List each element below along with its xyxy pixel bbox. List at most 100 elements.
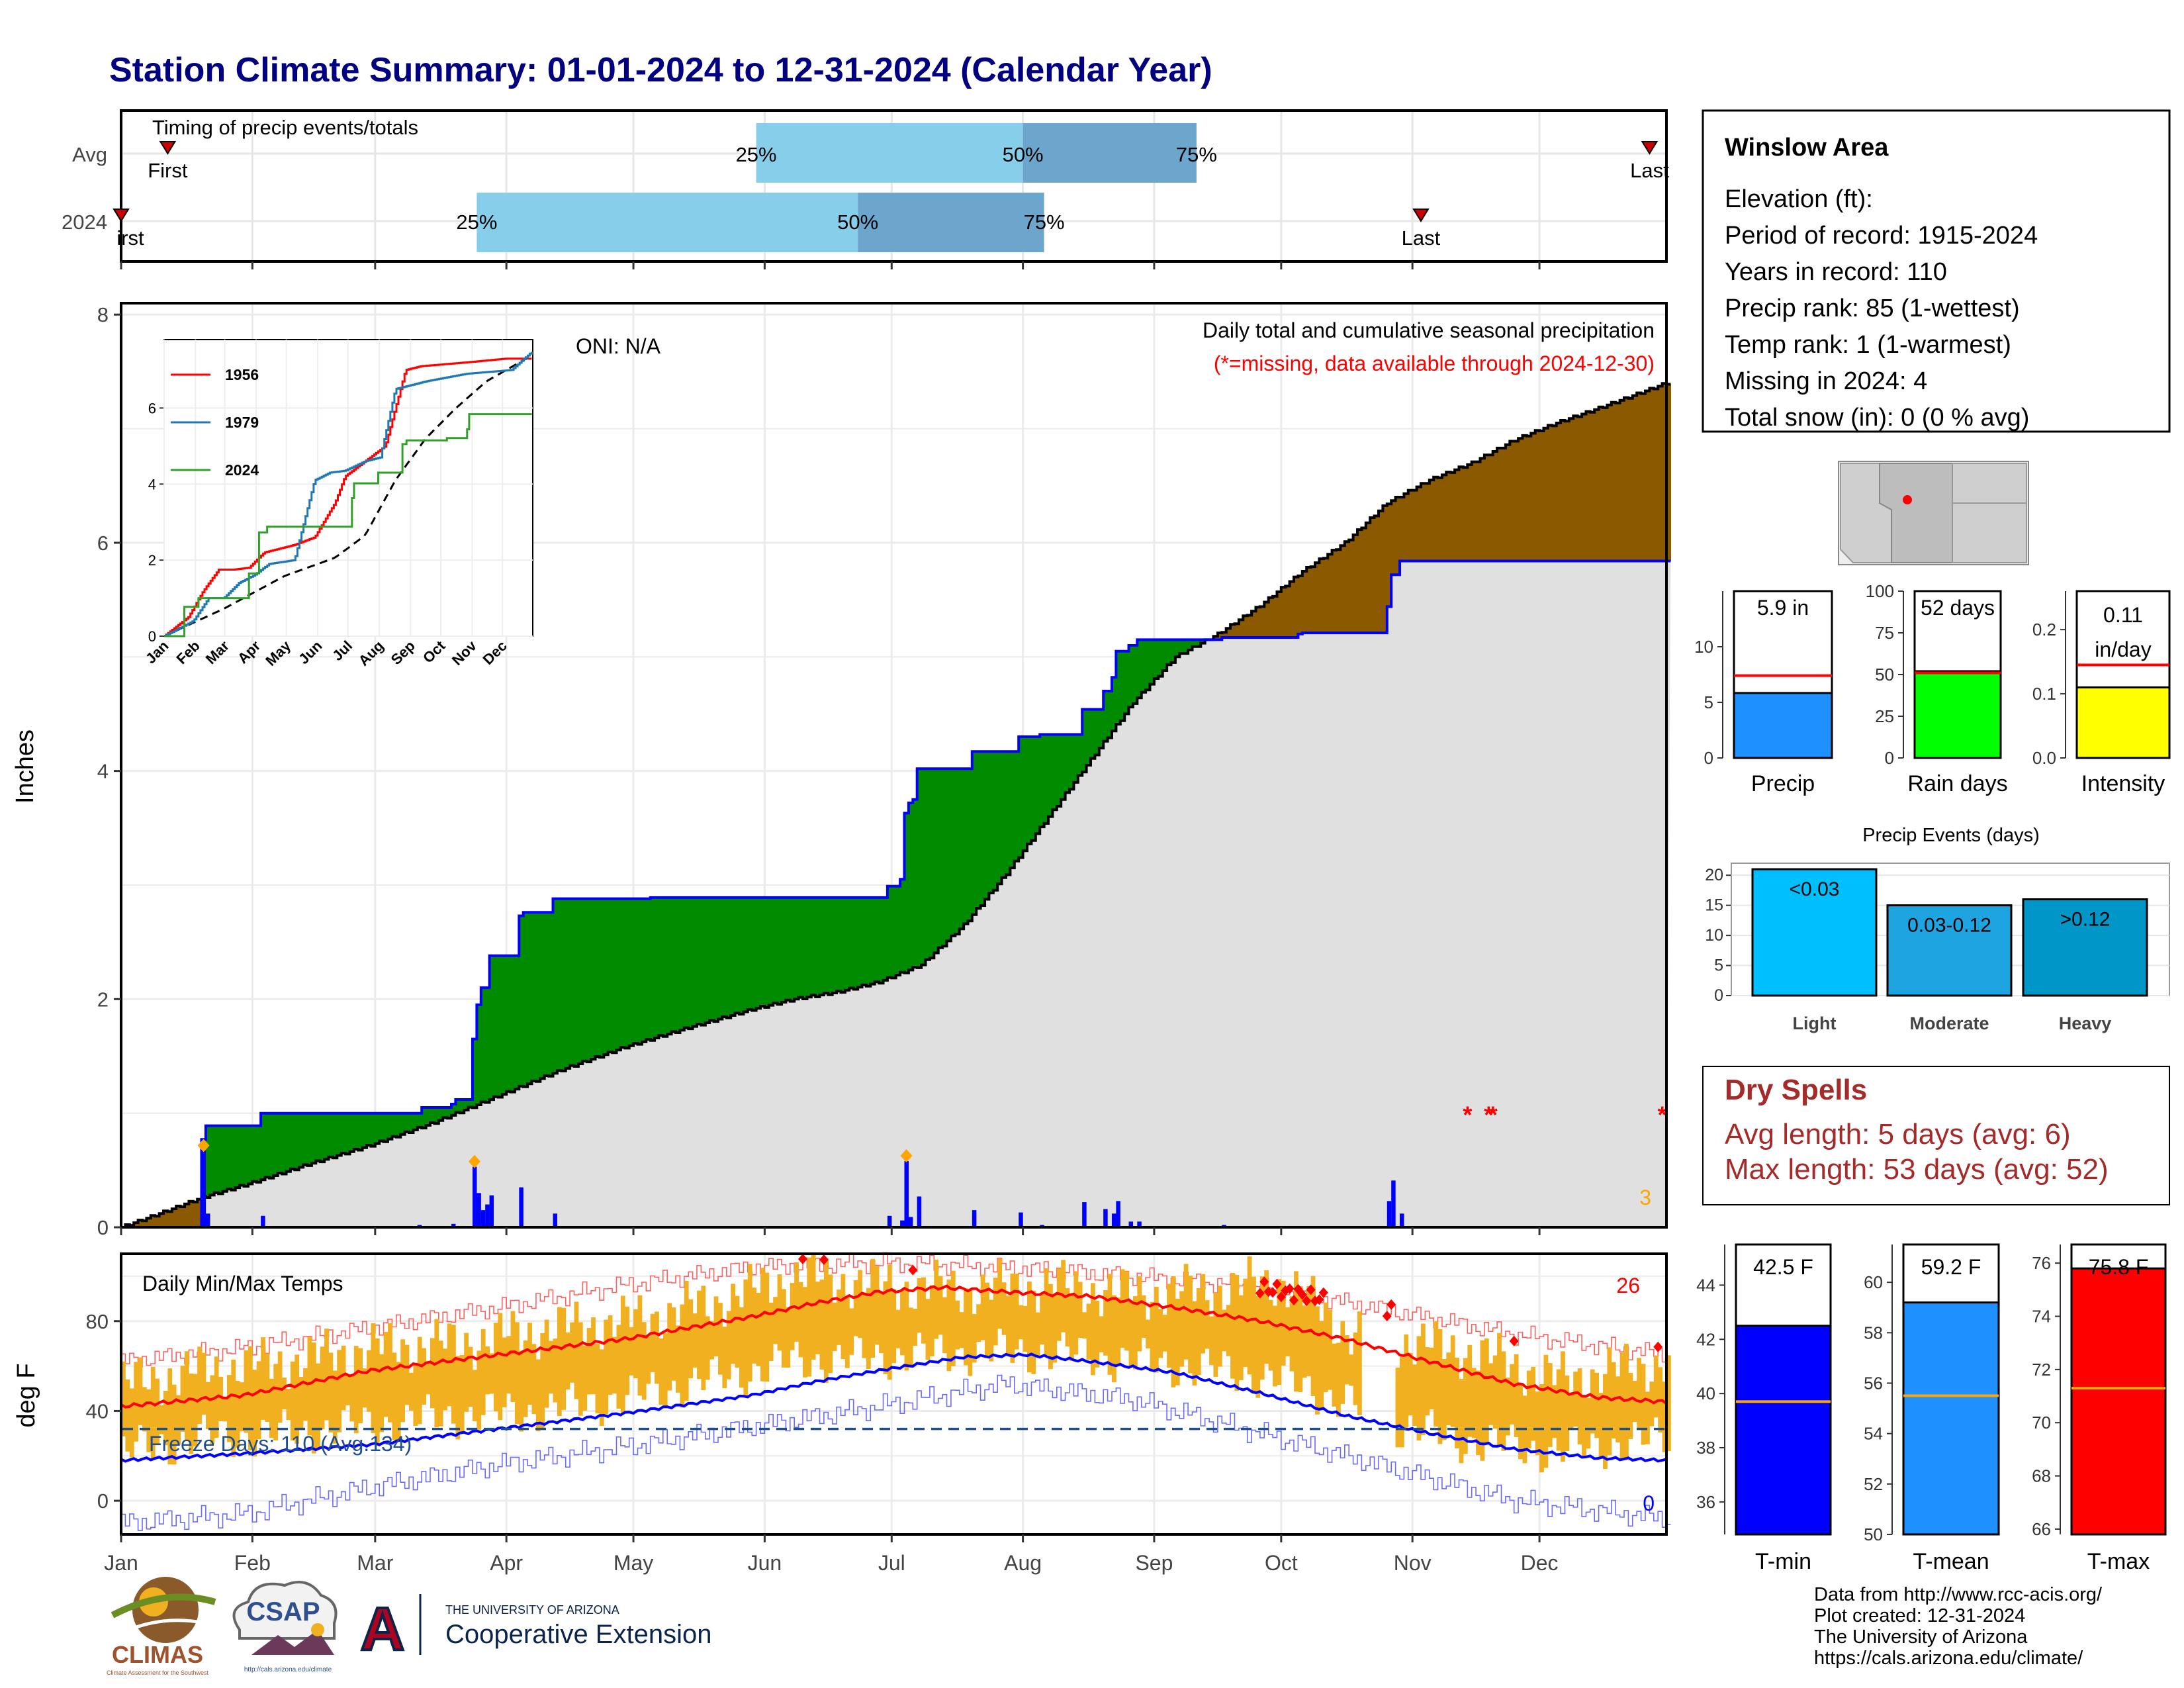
record-high-marker bbox=[1285, 1283, 1295, 1294]
daily-temp-range-bar bbox=[1319, 1321, 1324, 1410]
above-average-fill bbox=[489, 955, 494, 1100]
above-average-fill bbox=[1014, 751, 1019, 861]
above-average-fill bbox=[282, 1113, 287, 1174]
daily-temp-range-bar bbox=[303, 1368, 308, 1421]
above-average-fill bbox=[565, 898, 570, 1068]
above-average-fill bbox=[760, 897, 765, 1006]
above-average-fill bbox=[692, 897, 698, 1027]
above-average-fill bbox=[506, 955, 512, 1092]
daily-temp-range-bar bbox=[531, 1344, 537, 1415]
station-name: Winslow Area bbox=[1725, 134, 1889, 162]
tbar-ytick-label-2: 74 bbox=[2032, 1306, 2051, 1326]
above-average-fill bbox=[815, 897, 821, 997]
daily-temp-range-bar bbox=[692, 1313, 698, 1368]
daily-temp-range-bar bbox=[1404, 1334, 1409, 1428]
above-average-fill bbox=[392, 1113, 397, 1137]
mini-bar-1 bbox=[1913, 670, 2002, 759]
record-high-marker bbox=[908, 1264, 918, 1276]
above-average-fill bbox=[231, 1125, 236, 1190]
above-average-fill bbox=[950, 769, 956, 936]
dry-spells-title: Dry Spells bbox=[1725, 1074, 1867, 1106]
above-average-fill bbox=[561, 898, 567, 1071]
above-average-fill bbox=[480, 988, 486, 1102]
above-average-fill bbox=[1171, 639, 1176, 663]
daily-temp-range-bar bbox=[985, 1282, 989, 1356]
daily-temp-range-bar bbox=[218, 1376, 223, 1421]
daily-temp-range-bar bbox=[1310, 1276, 1316, 1396]
daily-temp-range-bar bbox=[430, 1338, 435, 1409]
inset-month-label: Jan bbox=[142, 637, 171, 667]
tbar-value-label-1: 59.2 F bbox=[1921, 1255, 1981, 1279]
inset-legend-label-2024: 2024 bbox=[225, 461, 259, 479]
above-average-fill bbox=[790, 897, 795, 1002]
above-average-fill bbox=[667, 897, 672, 1035]
daily-temp-range-bar bbox=[1357, 1311, 1362, 1415]
daily-temp-range-bar bbox=[1188, 1276, 1193, 1374]
below-average-fill bbox=[1484, 455, 1489, 561]
above-average-fill bbox=[574, 898, 579, 1066]
daily-temp-range-bar bbox=[993, 1278, 998, 1346]
daily-temp-range-bar bbox=[625, 1306, 630, 1395]
mini-ytick-label-0: 10 bbox=[1694, 637, 1713, 657]
month-label: Oct bbox=[1265, 1551, 1298, 1575]
daily-precip-bar bbox=[1116, 1201, 1120, 1227]
below-average-fill bbox=[1586, 411, 1591, 561]
below-average-fill bbox=[1302, 571, 1307, 633]
mini-value-label-0: 5.9 in bbox=[1757, 596, 1809, 620]
below-average-fill bbox=[134, 1223, 139, 1227]
below-average-fill bbox=[159, 1213, 164, 1227]
above-average-fill bbox=[332, 1113, 338, 1158]
above-average-fill bbox=[1019, 736, 1024, 858]
footer-credits: Data from http://www.rcc-acis.org/ Plot … bbox=[1814, 1584, 2103, 1669]
below-average-fill bbox=[1247, 615, 1252, 637]
daily-temp-range-bar bbox=[1167, 1284, 1171, 1368]
daily-temp-range-bar bbox=[866, 1288, 871, 1370]
daily-temp-range-bar bbox=[171, 1384, 177, 1465]
daily-temp-range-bar bbox=[671, 1307, 676, 1381]
daily-temp-range-bar bbox=[1531, 1366, 1536, 1441]
above-average-fill bbox=[811, 897, 816, 996]
inset-month-label: Mar bbox=[203, 637, 233, 668]
daily-temp-range-bar bbox=[1001, 1282, 1007, 1335]
above-average-fill bbox=[277, 1113, 283, 1174]
above-average-fill bbox=[286, 1113, 291, 1172]
below-average-fill bbox=[1552, 426, 1557, 561]
above-average-fill bbox=[498, 955, 503, 1098]
above-average-fill bbox=[417, 1113, 422, 1127]
above-average-fill bbox=[1141, 639, 1146, 692]
daily-temp-range-bar bbox=[925, 1299, 931, 1360]
mini-ytick-label-1: 50 bbox=[1875, 665, 1894, 684]
daily-temp-range-bar bbox=[1353, 1333, 1358, 1405]
daily-temp-range-bar bbox=[540, 1333, 545, 1430]
below-average-fill bbox=[1471, 461, 1477, 561]
record-high-marker bbox=[1268, 1287, 1278, 1298]
climas-subtitle: Climate Assessment for the Southwest bbox=[107, 1669, 209, 1676]
above-average-fill bbox=[942, 769, 948, 947]
below-average-fill bbox=[189, 1201, 194, 1227]
temp-ytick-label: 40 bbox=[86, 1399, 109, 1423]
daily-temp-range-bar bbox=[667, 1303, 672, 1391]
above-average-fill bbox=[1103, 690, 1109, 741]
above-average-fill bbox=[447, 1107, 452, 1119]
daily-temp-range-bar bbox=[261, 1337, 265, 1420]
timing-last-label-avg: Last bbox=[1630, 159, 1669, 182]
daily-temp-range-bar bbox=[472, 1370, 477, 1422]
footer-line-1: Data from http://www.rcc-acis.org/ bbox=[1814, 1584, 2103, 1605]
above-average-fill bbox=[718, 897, 723, 1019]
daily-temp-range-bar bbox=[1328, 1309, 1333, 1390]
missing-count: 3 bbox=[1639, 1186, 1651, 1209]
above-average-fill bbox=[235, 1125, 240, 1188]
daily-temp-range-bar bbox=[1137, 1276, 1142, 1352]
daily-temp-range-bar bbox=[1556, 1369, 1561, 1451]
tbar-ytick-label-0: 36 bbox=[1696, 1492, 1715, 1512]
daily-temp-range-bar bbox=[1569, 1392, 1574, 1430]
daily-temp-range-bar bbox=[1416, 1336, 1422, 1441]
daily-temp-range-bar bbox=[519, 1350, 524, 1432]
above-average-fill bbox=[1069, 734, 1074, 790]
below-average-fill bbox=[1632, 395, 1637, 561]
below-average-fill bbox=[1492, 451, 1498, 561]
tbar-ytick-label-2: 72 bbox=[2032, 1360, 2051, 1380]
daily-precip-bar bbox=[1137, 1221, 1142, 1227]
daily-temp-range-bar bbox=[1213, 1292, 1218, 1377]
temperature-bar-charts: 36 38 40 42 44 42.5 F T-min 50 52 54 56 58 60 59.2 F T… bbox=[1696, 1243, 2167, 1574]
